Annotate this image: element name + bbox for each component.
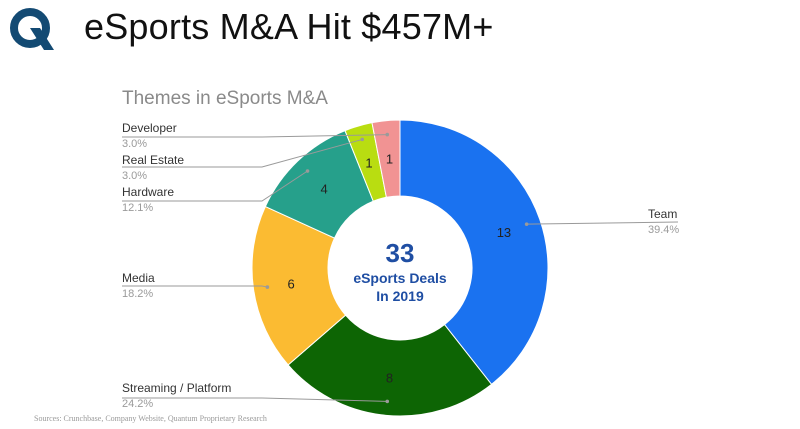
legend-percent-streaming-platform: 24.2% [122,398,153,410]
leader-dot-real-estate [360,137,365,142]
leader-line-real-estate [122,138,363,168]
legend-percent-team: 39.4% [648,224,679,236]
leader-dot-media [265,285,270,289]
sources-note: Sources: Crunchbase, Company Website, Qu… [34,414,267,423]
leader-line-team [526,221,679,225]
legend-label-real-estate: Real Estate [122,153,184,167]
slice-value-hardware: 4 [320,181,327,196]
leader-dot-developer [385,132,390,137]
leader-line-developer [122,134,388,138]
center-number: 33 [386,238,415,268]
legend-label-streaming-platform: Streaming / Platform [122,381,231,395]
chart-title: Themes in eSports M&A [122,88,328,109]
legend-label-developer: Developer [122,121,177,135]
legend-label-hardware: Hardware [122,185,174,199]
leader-line-media [122,285,268,288]
center-line-2: In 2019 [376,288,424,304]
slice-value-developer: 1 [386,151,393,166]
slice-value-real-estate: 1 [365,155,372,170]
donut-hole [328,196,472,340]
slice-value-team: 13 [497,225,511,240]
slice-value-media: 6 [288,277,295,292]
legend-percent-media: 18.2% [122,288,153,300]
legend-percent-developer: 3.0% [122,138,147,150]
legend-label-media: Media [122,271,155,285]
leader-dot-streaming-platform [385,399,390,404]
slice-value-streaming-platform: 8 [386,371,393,386]
q-logo-icon [10,8,54,50]
page-title: eSports M&A Hit $457M+ [84,6,494,47]
leader-line-streaming-platform [122,397,388,402]
legend-percent-real-estate: 3.0% [122,170,147,182]
center-line-1: eSports Deals [353,270,447,286]
legend-label-team: Team [648,207,677,221]
legend-percent-hardware: 12.1% [122,202,153,214]
leader-line-hardware [122,170,308,202]
